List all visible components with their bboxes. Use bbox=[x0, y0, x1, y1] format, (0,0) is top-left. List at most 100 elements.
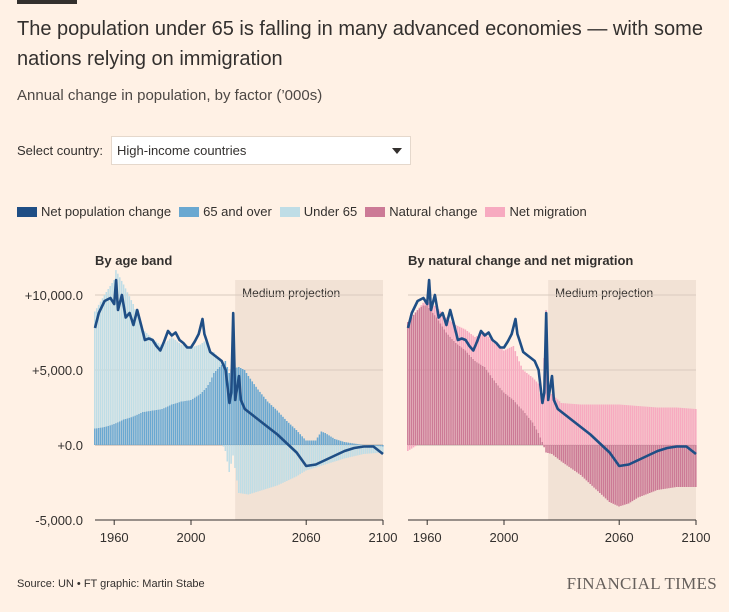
bar-1-natural-change-1964 bbox=[433, 315, 436, 445]
bar-0-65-and-over-2013 bbox=[215, 371, 217, 445]
bar-0-under-65-2088 bbox=[359, 445, 361, 455]
legend: Net population change 65 and over Under … bbox=[17, 204, 595, 219]
bar-1-natural-change-1990 bbox=[483, 367, 486, 445]
bar-1-net-migration-2096 bbox=[687, 408, 689, 445]
bar-1-net-migration-2063 bbox=[624, 404, 626, 445]
bar-1-net-migration-2089 bbox=[673, 407, 676, 445]
bar-1-natural-change-2070 bbox=[637, 445, 639, 498]
bar-1-natural-change-2001 bbox=[504, 394, 507, 445]
bar-0-under-65-2050 bbox=[286, 445, 288, 481]
bar-0-65-and-over-1967 bbox=[126, 418, 129, 445]
bar-1-natural-change-2024 bbox=[549, 445, 551, 454]
panel-title-age-band: By age band bbox=[95, 253, 173, 268]
bar-0-under-65-2022 bbox=[232, 445, 234, 456]
bar-1-net-migration-1961 bbox=[428, 302, 430, 308]
bar-1-natural-change-2075 bbox=[647, 445, 649, 494]
bar-0-under-65-2074 bbox=[332, 445, 334, 463]
bar-0-65-and-over-1965 bbox=[122, 419, 125, 445]
bar-1-natural-change-2092 bbox=[679, 445, 682, 487]
bar-1-net-migration-2023 bbox=[547, 394, 549, 445]
bar-1-net-migration-2067 bbox=[631, 405, 634, 445]
bar-1-net-migration-2020 bbox=[541, 403, 543, 442]
bar-1-net-migration-2003 bbox=[508, 347, 511, 397]
bar-1-net-migration-2047 bbox=[593, 404, 595, 445]
bar-0-65-and-over-2072 bbox=[328, 435, 330, 445]
bar-0-under-65-1955 bbox=[103, 295, 106, 427]
country-dropdown[interactable]: High-income countries bbox=[111, 136, 411, 165]
bar-1-natural-change-1995 bbox=[493, 380, 495, 445]
bar-1-net-migration-1990 bbox=[483, 332, 486, 367]
bar-0-65-and-over-2010 bbox=[209, 382, 211, 445]
bar-0-65-and-over-2059 bbox=[303, 438, 305, 445]
bar-0-under-65-2005 bbox=[199, 344, 202, 394]
bar-1-net-migration-1964 bbox=[433, 305, 436, 316]
bar-1-net-migration-2029 bbox=[558, 401, 561, 445]
bar-1-net-migration-2035 bbox=[570, 403, 572, 445]
bar-0-65-and-over-2077 bbox=[337, 440, 340, 445]
bar-1-natural-change-2067 bbox=[631, 445, 634, 502]
bar-1-natural-change-2008 bbox=[518, 406, 520, 445]
bar-0-under-65-2033 bbox=[253, 445, 255, 493]
bar-1-natural-change-1988 bbox=[480, 364, 482, 445]
bar-0-65-and-over-1973 bbox=[138, 413, 140, 445]
bar-1-natural-change-2096 bbox=[687, 445, 689, 487]
bar-0-65-and-over-1972 bbox=[136, 414, 138, 445]
bar-1-net-migration-2021 bbox=[543, 358, 545, 445]
bar-0-65-and-over-2098 bbox=[378, 445, 380, 447]
bar-1-natural-change-2022 bbox=[545, 445, 547, 453]
x-tick-label-0-1: 2000 bbox=[177, 530, 206, 545]
bar-0-65-and-over-2087 bbox=[357, 444, 359, 445]
bar-1-net-migration-2043 bbox=[585, 404, 588, 445]
bar-0-under-65-2027 bbox=[241, 445, 244, 494]
bar-0-under-65-2039 bbox=[264, 445, 267, 490]
bar-0-under-65-1992 bbox=[174, 340, 177, 404]
bar-0-65-and-over-2068 bbox=[320, 431, 323, 445]
bar-1-natural-change-2048 bbox=[595, 445, 597, 490]
bar-0-65-and-over-2096 bbox=[374, 445, 376, 446]
bar-0-65-and-over-2045 bbox=[276, 410, 278, 445]
bar-1-natural-change-1982 bbox=[468, 354, 471, 445]
bar-0-65-and-over-1978 bbox=[147, 411, 150, 445]
bar-1-net-migration-1986 bbox=[476, 336, 478, 363]
bar-1-natural-change-1979 bbox=[462, 349, 465, 445]
bar-1-natural-change-1977 bbox=[458, 346, 461, 445]
bar-0-65-and-over-2019 bbox=[226, 367, 229, 445]
bar-0-under-65-2032 bbox=[251, 445, 254, 494]
bar-0-under-65-2068 bbox=[320, 445, 323, 466]
bar-1-natural-change-2057 bbox=[612, 445, 615, 504]
bar-1-natural-change-2037 bbox=[574, 445, 576, 471]
bar-1-net-migration-2090 bbox=[675, 407, 678, 445]
bar-0-65-and-over-2050 bbox=[286, 421, 288, 445]
bar-0-65-and-over-1974 bbox=[140, 412, 142, 445]
bar-0-under-65-1976 bbox=[143, 331, 146, 412]
bar-0-65-and-over-1988 bbox=[167, 406, 169, 445]
bar-0-under-65-2054 bbox=[293, 445, 296, 478]
bar-0-under-65-2049 bbox=[284, 445, 286, 482]
bar-0-65-and-over-2017 bbox=[222, 363, 225, 445]
bar-1-net-migration-2062 bbox=[622, 404, 624, 445]
bar-0-65-and-over-1962 bbox=[117, 422, 119, 445]
bar-0-65-and-over-1996 bbox=[182, 401, 184, 445]
bar-0-under-65-2094 bbox=[370, 445, 373, 454]
bar-1-natural-change-2100 bbox=[695, 445, 697, 487]
bar-0-under-65-2061 bbox=[307, 445, 309, 470]
bar-1-net-migration-2086 bbox=[668, 407, 670, 445]
bar-1-net-migration-2005 bbox=[512, 346, 515, 400]
bar-0-under-65-2012 bbox=[213, 352, 215, 373]
bar-1-natural-change-1961 bbox=[428, 307, 430, 445]
bar-1-net-migration-1973 bbox=[451, 322, 453, 339]
bar-0-65-and-over-2081 bbox=[345, 442, 348, 445]
bar-1-net-migration-2095 bbox=[685, 408, 687, 445]
bar-1-natural-change-2027 bbox=[554, 445, 557, 457]
bar-1-net-migration-2093 bbox=[681, 407, 684, 445]
bar-0-65-and-over-2071 bbox=[326, 434, 328, 445]
bar-0-under-65-2041 bbox=[268, 445, 271, 488]
bar-0-under-65-1996 bbox=[182, 345, 184, 402]
bar-0-65-and-over-1977 bbox=[145, 411, 148, 445]
bar-0-under-65-2072 bbox=[328, 445, 330, 464]
bar-0-65-and-over-2099 bbox=[380, 445, 382, 447]
bar-1-net-migration-2072 bbox=[641, 406, 643, 445]
bar-1-net-migration-2074 bbox=[645, 406, 647, 445]
bar-0-65-and-over-2048 bbox=[282, 416, 284, 445]
bar-0-under-65-2051 bbox=[287, 445, 290, 481]
